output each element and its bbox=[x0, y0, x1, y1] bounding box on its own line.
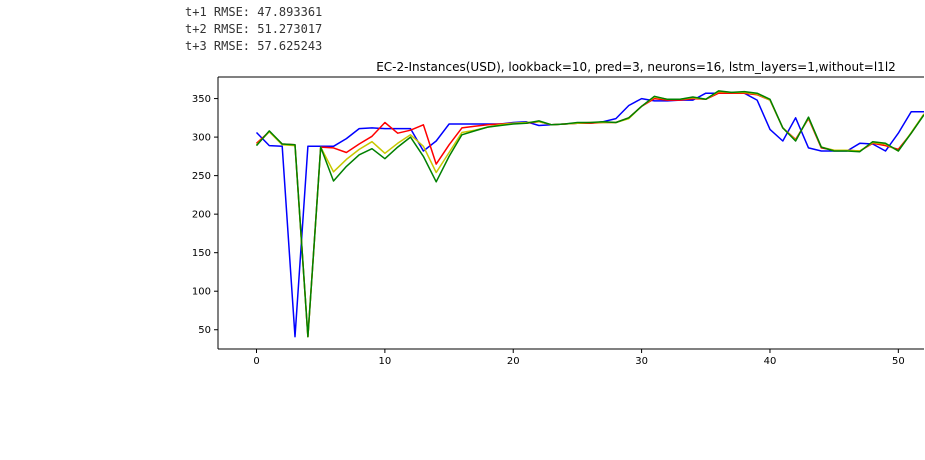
series-line-1 bbox=[255, 92, 924, 338]
chart-title: EC-2-Instances(USD), lookback=10, pred=3… bbox=[376, 60, 896, 74]
rmse-line-t3: t+3 RMSE: 57.625243 bbox=[185, 39, 323, 53]
x-tick-label: 0 bbox=[253, 356, 259, 367]
x-tick-label: 20 bbox=[507, 356, 520, 367]
rmse-line-t2: t+2 RMSE: 51.273017 bbox=[185, 22, 323, 36]
series-line-4 bbox=[255, 90, 924, 338]
x-tick-label: 10 bbox=[379, 356, 392, 367]
rmse-output: t+1 RMSE: 47.893361 t+2 RMSE: 51.273017 … bbox=[185, 4, 322, 55]
x-tick-label: 30 bbox=[635, 356, 648, 367]
x-tick-label: 50 bbox=[892, 356, 905, 367]
y-tick-label: 50 bbox=[198, 325, 211, 336]
y-tick-label: 200 bbox=[192, 210, 211, 221]
y-tick-label: 150 bbox=[192, 248, 211, 259]
y-tick-label: 300 bbox=[192, 133, 211, 144]
axes: 0 10 20 30 40 50 50 100 150 200 250 300 350 bbox=[192, 76, 924, 367]
y-tick-label: 100 bbox=[192, 287, 211, 298]
y-tick-label: 350 bbox=[192, 94, 211, 105]
plot-area bbox=[255, 90, 924, 338]
rmse-line-t1: t+1 RMSE: 47.893361 bbox=[185, 5, 323, 19]
y-tick-label: 250 bbox=[192, 171, 211, 182]
x-tick-label: 40 bbox=[764, 356, 777, 367]
series-line-3 bbox=[255, 90, 924, 338]
